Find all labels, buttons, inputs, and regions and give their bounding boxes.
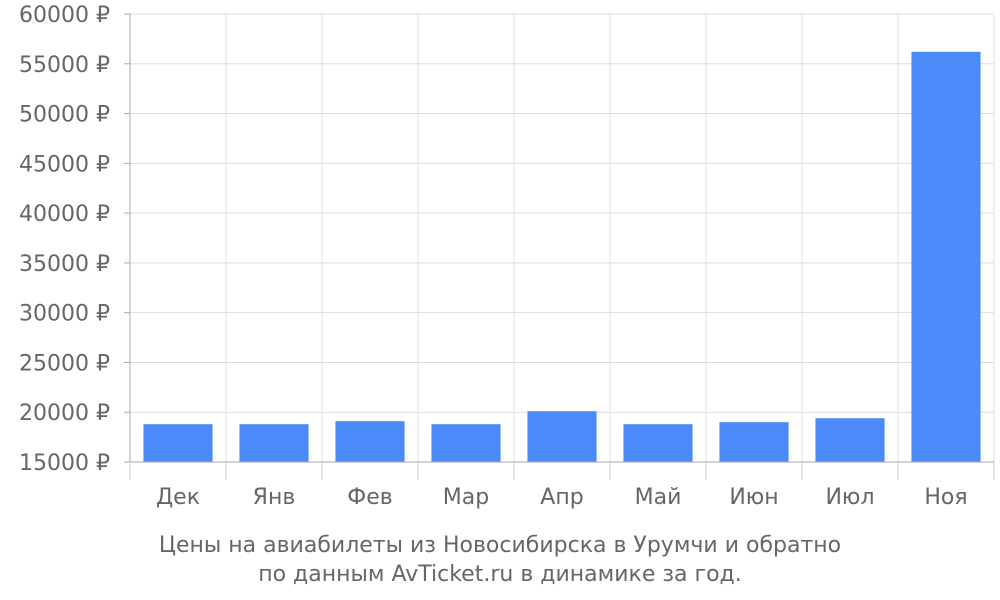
y-tick-label: 50000 ₽ xyxy=(19,103,110,128)
y-tick-label: 25000 ₽ xyxy=(19,351,110,376)
x-tick-label: Янв xyxy=(253,485,296,510)
bar-3 xyxy=(335,421,405,462)
chart-caption-line-1: Цены на авиабилеты из Новосибирска в Уру… xyxy=(158,533,842,558)
bar-2 xyxy=(239,424,309,462)
chart-caption-line-2: по данным AvTicket.ru в динамике за год. xyxy=(258,562,742,587)
bar-4 xyxy=(431,424,501,462)
axes xyxy=(124,13,995,480)
x-tick-label: Дек xyxy=(156,485,200,510)
x-tick-labels: Дек Янв Фев Мар Апр Май Июн Июл Ноя xyxy=(156,485,968,510)
bar-7 xyxy=(719,422,789,462)
y-tick-label: 35000 ₽ xyxy=(19,252,110,277)
y-tick-labels: 15000 ₽ 20000 ₽ 25000 ₽ 30000 ₽ 35000 ₽ 40000… xyxy=(19,3,110,476)
x-tick-label: Фев xyxy=(347,485,392,510)
y-tick-label: 60000 ₽ xyxy=(19,3,110,28)
bar-5 xyxy=(527,411,597,462)
x-tick-label: Ноя xyxy=(924,485,967,510)
y-tick-label: 55000 ₽ xyxy=(19,53,110,78)
bar-chart: 15000 ₽ 20000 ₽ 25000 ₽ 30000 ₽ 35000 ₽ 40000… xyxy=(19,3,995,510)
grid xyxy=(130,13,995,463)
bar-9 xyxy=(911,51,981,462)
y-tick-label: 20000 ₽ xyxy=(19,401,110,426)
x-tick-label: Апр xyxy=(540,485,583,510)
x-tick-label: Май xyxy=(635,485,682,510)
x-tick-label: Июл xyxy=(825,485,874,510)
x-tick-label: Мар xyxy=(443,485,489,510)
y-tick-label: 40000 ₽ xyxy=(19,202,110,227)
y-tick-label: 45000 ₽ xyxy=(19,152,110,177)
y-tick-label: 15000 ₽ xyxy=(19,451,110,476)
y-tick-label: 30000 ₽ xyxy=(19,302,110,327)
bar-8 xyxy=(815,418,885,462)
bar-6 xyxy=(623,424,693,462)
bars xyxy=(143,51,981,462)
bar-1 xyxy=(143,424,213,462)
x-tick-label: Июн xyxy=(729,485,778,510)
